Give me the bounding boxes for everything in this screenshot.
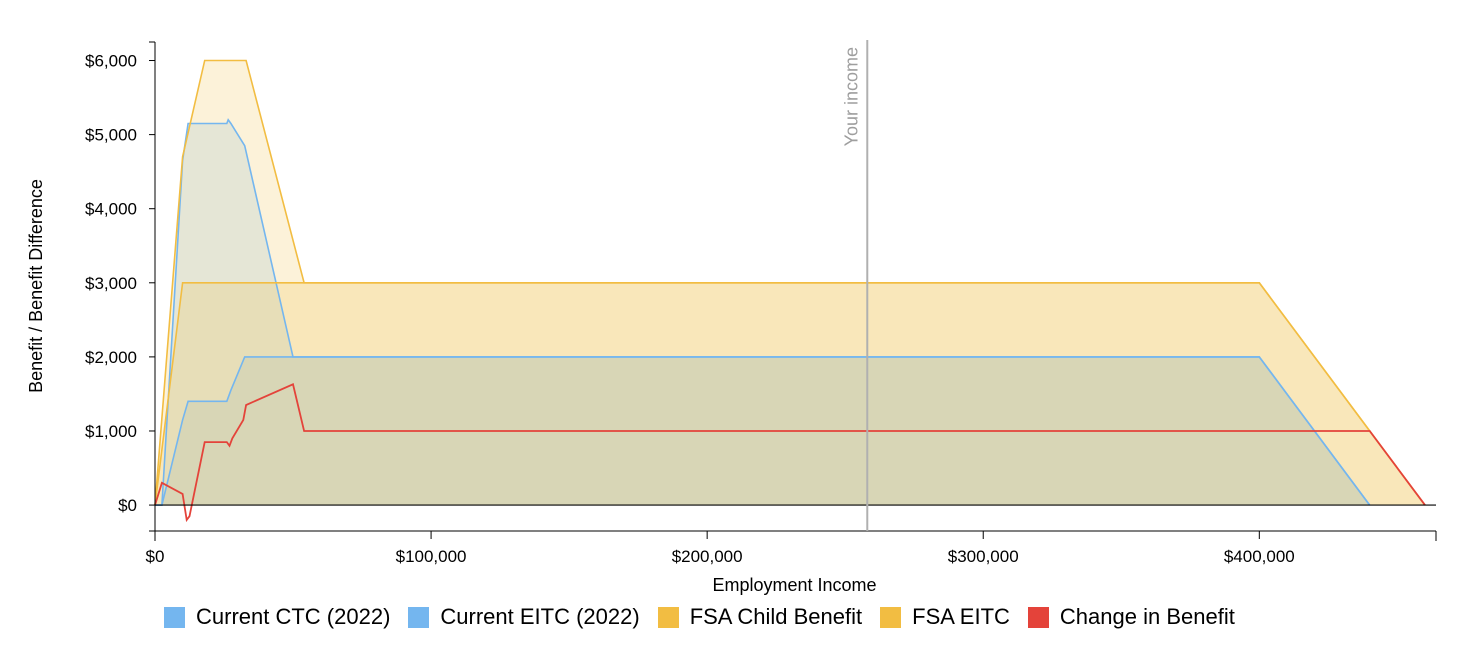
legend-label: Current EITC (2022) [440,604,640,629]
series-area-1 [155,119,1370,506]
axes-layer: $0 $1,000 $2,000 $3,000 $4,000 $5,000 $6,000 $0… [26,41,1437,595]
y-tick-label: $6,000 [85,52,137,71]
legend-label: FSA Child Benefit [689,604,863,629]
legend-item: Change in Benefit [1027,604,1235,630]
legend-label: FSA EITC [912,604,1010,629]
your-income-label: Your income [841,47,861,146]
legend: Current CTC (2022) Current EITC (2022) FSA… [164,604,1253,630]
x-tick-label: $400,000 [1224,547,1295,566]
line-layer [154,59,1426,523]
y-tick-label: $3,000 [85,274,137,293]
legend-swatch [408,606,430,628]
x-tick-label: $300,000 [948,547,1019,566]
series-line-1 [155,118,1371,506]
series-line-3 [154,59,1426,506]
series-area-2 [155,282,1425,506]
legend-swatch [657,606,679,628]
legend-swatch [880,606,902,628]
y-tick-label: $2,000 [85,348,137,367]
your-income-marker: Your income [841,40,869,531]
benefit-chart: $0 $1,000 $2,000 $3,000 $4,000 $5,000 $6,000 $0… [26,40,1437,595]
legend-swatch [1027,606,1049,628]
legend-item: Current EITC (2022) [408,604,640,630]
x-tick-label: $0 [146,547,165,566]
x-tick-label: $100,000 [396,547,467,566]
legend-label: Change in Benefit [1059,604,1235,629]
y-axis-title: Benefit / Benefit Difference [26,179,46,393]
chart-container: $0 $1,000 $2,000 $3,000 $4,000 $5,000 $6,000 $0… [26,40,1437,595]
y-tick-label: $1,000 [85,422,137,441]
y-tick-label: $4,000 [85,200,137,219]
legend-swatch [164,606,185,628]
x-axis-title: Employment Income [712,575,876,595]
legend-item: FSA EITC [880,604,1010,630]
y-tick-label: $0 [118,496,137,515]
legend-item: Current CTC (2022) [164,604,390,630]
x-tick-label: $200,000 [672,547,743,566]
y-tick-label: $5,000 [85,126,137,145]
series-line-4 [154,383,1426,523]
legend-item: FSA Child Benefit [657,604,863,630]
legend-label: Current CTC (2022) [196,604,391,629]
